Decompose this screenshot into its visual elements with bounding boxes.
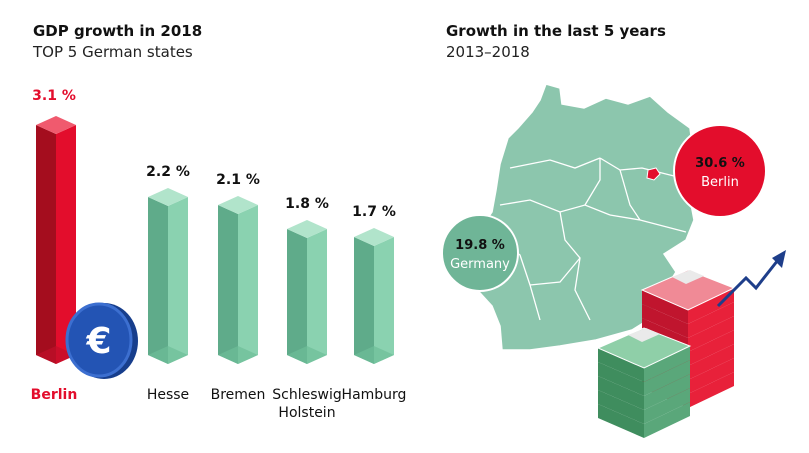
bar-value-label: 2.2 % [146, 164, 190, 180]
bar-face [374, 237, 394, 364]
bill-side [688, 372, 734, 408]
growth-arrow-line [716, 259, 780, 308]
state-border [529, 257, 581, 286]
bill-side [644, 402, 690, 438]
bar-category-label: Bremen [211, 387, 266, 403]
bill-side [598, 348, 644, 382]
bar-base [148, 346, 188, 364]
growth-arrow-icon [716, 250, 786, 308]
germany-map-icon [465, 83, 695, 351]
bar-value-label: 1.8 % [285, 196, 329, 212]
bill-side [644, 388, 690, 424]
bar-face [36, 125, 56, 364]
bar-category-label: Hamburg [342, 387, 407, 403]
state-border [619, 169, 641, 221]
bill-side [642, 290, 688, 324]
bill-side [688, 316, 734, 352]
bill-side [598, 362, 644, 396]
bubble-berlin [673, 124, 767, 218]
right-chart-subtitle: 2013–2018 [446, 43, 530, 61]
bar-value-label: 2.1 % [216, 172, 260, 188]
coin-face [65, 302, 133, 378]
bar-schleswig-holstein [287, 220, 327, 364]
state-border [509, 157, 601, 169]
growth-arrow-head [772, 250, 786, 268]
bar-category-label: Schleswig [272, 387, 341, 403]
bar-face [168, 197, 188, 364]
bar-cap [36, 116, 76, 134]
bill-side [688, 344, 734, 380]
germany-map-shape [465, 83, 695, 351]
bubble-value-label: 19.8 % [455, 238, 505, 253]
bubble-germany [441, 214, 519, 292]
bar-category-label: Holstein [278, 405, 335, 421]
right-chart-title: Growth in the last 5 years [446, 22, 666, 40]
bar-berlin [36, 116, 76, 364]
left-chart-subtitle: TOP 5 German states [33, 43, 193, 61]
bar-bremen [218, 196, 258, 364]
growth-bubbles: 19.8 % Germany 30.6 % Berlin [441, 124, 767, 292]
money-stack-icon [596, 269, 736, 438]
bubble-category-label: Germany [450, 257, 510, 272]
bar-cap [354, 228, 394, 246]
bill-side [642, 304, 688, 338]
bar-value-label: 3.1 % [32, 88, 76, 104]
bar-value-label: 1.7 % [352, 204, 396, 220]
bill-top [596, 327, 692, 369]
bar-face [218, 205, 238, 364]
bar-base [287, 346, 327, 364]
bill-side [598, 390, 644, 424]
state-border [584, 158, 601, 206]
bar-base [354, 346, 394, 364]
bar-category-label: Berlin [31, 387, 78, 403]
bar-chart: 3.1 % Berlin 2.2 % Hesse 2.1 % Bremen 1.8 % Sch… [31, 88, 407, 421]
bill-side [688, 330, 734, 366]
berlin-marker [646, 167, 661, 181]
bar-base [218, 346, 258, 364]
bill-side [598, 404, 644, 438]
bar-face [56, 125, 76, 364]
bill-band [672, 270, 704, 284]
bar-face [287, 229, 307, 364]
bill-band [628, 328, 660, 342]
bill-side [688, 302, 734, 338]
bar-category-label: Hesse [147, 387, 189, 403]
bar-face [238, 205, 258, 364]
bill-side [598, 376, 644, 410]
euro-coin-icon: € [65, 302, 138, 379]
bar-face [148, 197, 168, 364]
bar-cap [148, 188, 188, 206]
bill-side [688, 358, 734, 394]
bubble-value-label: 30.6 % [695, 156, 745, 171]
left-chart-title: GDP growth in 2018 [33, 22, 203, 40]
bar-base [36, 346, 76, 364]
state-border [599, 157, 691, 181]
bar-face [354, 237, 374, 364]
bill-side [644, 374, 690, 410]
bill-side [688, 288, 734, 324]
bill-side [644, 360, 690, 396]
bubble-category-label: Berlin [701, 175, 739, 190]
bar-face [307, 229, 327, 364]
bar-hesse [148, 188, 188, 364]
bar-cap [287, 220, 327, 238]
euro-symbol-icon: € [85, 321, 111, 362]
bar-hamburg [354, 228, 394, 364]
bill-side [644, 346, 690, 382]
bar-cap [218, 196, 258, 214]
